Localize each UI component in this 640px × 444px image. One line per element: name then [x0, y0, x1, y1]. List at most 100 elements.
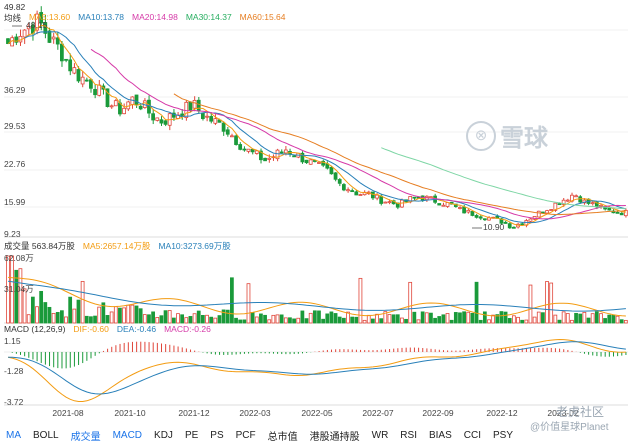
- volume-bar: [39, 290, 44, 324]
- tab-volume[interactable]: 成交量: [70, 431, 101, 443]
- tab-pcf[interactable]: PCF: [235, 429, 256, 441]
- candle-body: [47, 30, 52, 43]
- candle-body: [72, 67, 77, 74]
- volume-bar: [142, 314, 147, 324]
- volume-bar: [594, 311, 599, 324]
- ma-legend: 均线 MA5:13.60 MA10:13.78 MA20:14.98 MA30:…: [4, 12, 286, 24]
- vol-tick-2: 31.04万: [4, 284, 34, 294]
- price-tick-4: 15.99: [4, 197, 26, 207]
- candle-body: [138, 105, 143, 110]
- candle-body: [97, 84, 102, 96]
- tab-macd[interactable]: MACD: [112, 429, 143, 441]
- tab-kdj[interactable]: KDJ: [154, 429, 173, 441]
- ma5-label: MA5:13.60: [29, 12, 71, 22]
- volume-bar: [109, 311, 114, 324]
- volume-bar: [420, 311, 425, 324]
- candle-body: [200, 112, 205, 120]
- top-value: 49.82: [4, 2, 26, 12]
- ma30-line: [173, 93, 626, 216]
- volume-bar: [163, 310, 168, 324]
- candle-body: [60, 43, 64, 62]
- macd-legend: MACD (12,26,9) DIF:-0.60 DEA:-0.46 MACD:…: [4, 324, 211, 334]
- candle-body: [619, 212, 624, 216]
- candle-body: [507, 223, 512, 229]
- tab-ma[interactable]: MA: [6, 429, 21, 441]
- volume-bar: [516, 316, 520, 324]
- candle-body: [341, 184, 346, 191]
- volume-bar: [259, 313, 263, 324]
- volume-bar: [122, 307, 126, 324]
- x-tick-3: 2021-12: [178, 408, 210, 418]
- volume-bar: [379, 318, 384, 324]
- volume-bar: [176, 313, 180, 324]
- tab-ps[interactable]: PS: [210, 429, 224, 441]
- volume-bar: [30, 296, 35, 324]
- volume-bar: [250, 312, 255, 324]
- candle-body: [458, 207, 462, 209]
- volume-bar: [180, 314, 185, 324]
- volume-bar: [196, 310, 201, 324]
- tab-market-cap[interactable]: 总市值: [267, 431, 298, 443]
- macd-tick-3: -3.72: [4, 397, 24, 407]
- volume-bar: [366, 314, 371, 324]
- tab-southbound-holdings[interactable]: 港股通持股: [309, 431, 360, 443]
- volume-bar: [296, 317, 301, 324]
- watermark-brand: 雪球: [500, 125, 548, 152]
- tab-cci[interactable]: CCI: [463, 429, 481, 441]
- volume-bar: [246, 283, 251, 324]
- candle-body: [503, 221, 508, 224]
- candle-body: [466, 209, 471, 213]
- price-legend: 49.82: [4, 2, 25, 12]
- candle-body: [350, 190, 355, 193]
- vol-ma10-line: [8, 280, 626, 312]
- candle-body: [188, 101, 193, 111]
- tab-psy[interactable]: PSY: [493, 429, 514, 441]
- candle-body: [35, 13, 39, 31]
- candle-body: [304, 159, 309, 164]
- volume-bar: [263, 314, 267, 324]
- volume-bar: [462, 311, 466, 324]
- tab-pe[interactable]: PE: [184, 429, 199, 441]
- xueqiu-logo-icon: ⊗: [466, 120, 496, 151]
- tab-bias[interactable]: BIAS: [428, 429, 452, 441]
- candle-body: [437, 203, 442, 206]
- volume-bar: [14, 269, 19, 324]
- volume-bar: [358, 277, 363, 324]
- ma5-line: [7, 24, 626, 227]
- stock-chart: [4, 6, 628, 406]
- volume-bar: [89, 316, 93, 324]
- candle-body: [565, 199, 570, 202]
- volume-bar: [565, 313, 570, 324]
- volume-bar: [341, 317, 346, 324]
- volume-bar: [130, 304, 135, 324]
- volume-bar: [337, 316, 342, 324]
- candle-body: [93, 89, 97, 96]
- candle-body: [358, 194, 363, 196]
- tab-rsi[interactable]: RSI: [400, 429, 417, 441]
- tab-wr[interactable]: WR: [371, 429, 389, 441]
- volume-bar: [64, 316, 68, 324]
- candle-body: [553, 202, 558, 211]
- volume-bar: [570, 319, 574, 324]
- x-tick-4: 2022-03: [239, 408, 271, 418]
- watermark-caption-1: 老虎社区: [556, 405, 605, 419]
- x-tick-9: 2023-02: [547, 408, 579, 418]
- tab-boll[interactable]: BOLL: [33, 429, 59, 441]
- candle-body: [375, 194, 379, 199]
- volume-bar: [184, 317, 189, 324]
- volume-bar: [6, 255, 10, 324]
- volume-bar: [470, 312, 475, 324]
- volume-bar: [113, 306, 118, 324]
- candle-body: [55, 37, 60, 45]
- volume-bar: [623, 319, 628, 324]
- indicator-tabs: MA BOLL 成交量 MACD KDJ PE PS PCF 总市值 港股通持股…: [0, 426, 640, 444]
- volume-bar: [582, 311, 587, 324]
- candle-body: [545, 210, 549, 214]
- volume-bar: [254, 316, 259, 324]
- volume-bar: [225, 309, 230, 324]
- candle-body: [379, 195, 384, 204]
- volume-bar: [458, 312, 462, 324]
- vol-ma10-label: MA10:3273.69万股: [158, 241, 231, 251]
- volume-bar: [354, 316, 359, 324]
- ma60-line: [381, 147, 626, 210]
